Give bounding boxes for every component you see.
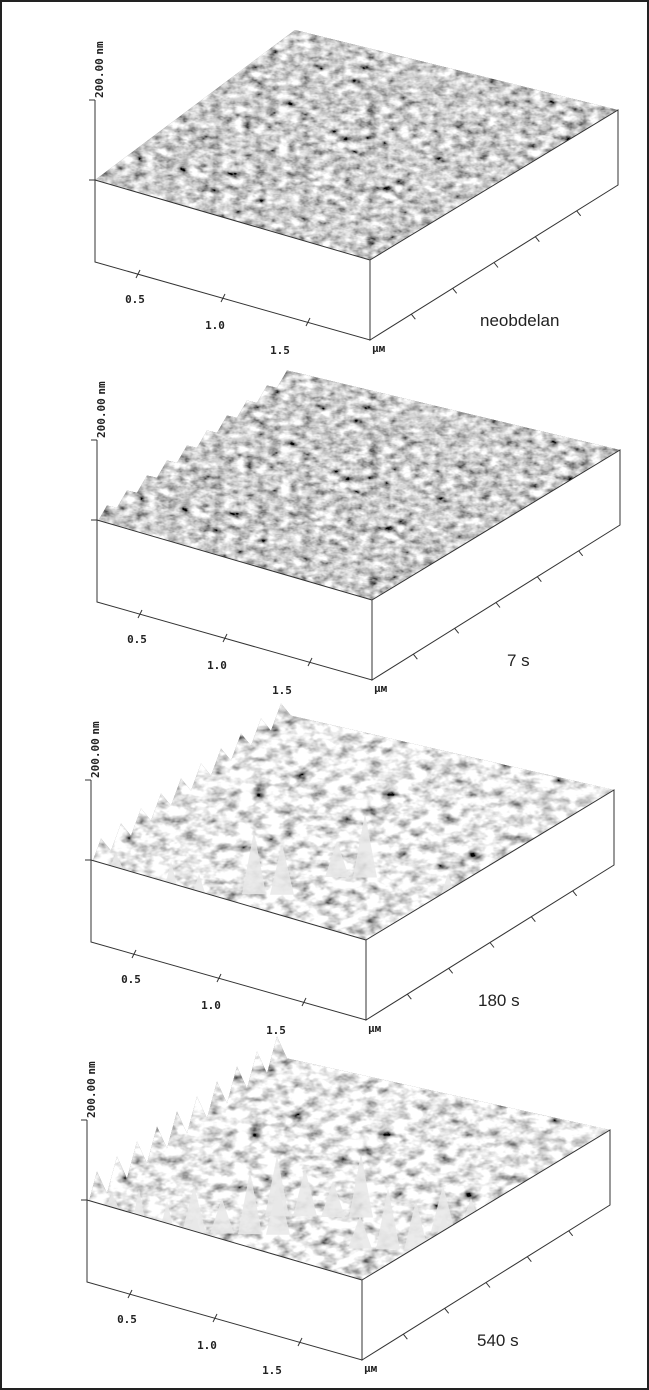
caption: 540 s <box>477 1331 519 1350</box>
y-tick <box>577 211 581 216</box>
y-tick <box>573 891 577 896</box>
y-tick <box>490 943 494 948</box>
x-tick-label: 1.0 <box>205 319 225 332</box>
y-tick <box>453 288 457 293</box>
afm-panel: nm 200.00 0.5 1.0 1.5 μм 7 s <box>91 371 620 698</box>
x-tick-label: 1.5 <box>270 344 290 357</box>
x-unit: μм <box>368 1022 382 1035</box>
x-unit: μм <box>374 682 388 695</box>
x-tick-label: 1.0 <box>207 659 227 672</box>
x-tick-label: 1.0 <box>201 999 221 1012</box>
z-unit: nm <box>85 1061 98 1075</box>
afm-panel: nm 200.00 0.5 1.0 1.5 μм 540 s <box>81 1037 610 1378</box>
y-tick <box>535 237 539 242</box>
y-tick <box>496 603 500 608</box>
x-tick-label: 0.5 <box>125 293 145 306</box>
x-tick-label: 1.5 <box>272 684 292 697</box>
y-tick <box>527 1257 531 1262</box>
x-tick-label: 0.5 <box>121 973 141 986</box>
z-tick-label: 200.00 <box>95 398 108 438</box>
z-tick-label: 200.00 <box>93 58 106 98</box>
caption: neobdelan <box>480 311 559 330</box>
caption: 180 s <box>478 991 520 1010</box>
z-tick-label: 200.00 <box>89 738 102 778</box>
y-tick <box>403 1334 407 1339</box>
figure: nm 200.00 0.5 1.0 1.5 μм neobdelan nm 200.00 0.5 1… <box>0 0 649 1390</box>
x-tick-label: 1.5 <box>266 1024 286 1037</box>
z-tick-label: 200.00 <box>85 1078 98 1118</box>
x-tick-label: 1.0 <box>197 1339 217 1352</box>
caption: 7 s <box>507 651 530 670</box>
z-unit: nm <box>93 41 106 55</box>
y-tick <box>569 1231 573 1236</box>
z-unit: nm <box>89 721 102 735</box>
y-tick <box>531 917 535 922</box>
x-unit: μм <box>372 342 386 355</box>
y-tick <box>407 994 411 999</box>
y-tick <box>537 577 541 582</box>
y-tick <box>445 1308 449 1313</box>
y-tick <box>449 968 453 973</box>
x-tick-label: 1.5 <box>262 1364 282 1377</box>
x-tick-label: 0.5 <box>127 633 147 646</box>
y-tick <box>413 654 417 659</box>
y-tick <box>486 1283 490 1288</box>
y-tick <box>579 551 583 556</box>
y-tick <box>411 314 415 319</box>
z-unit: nm <box>95 381 108 395</box>
afm-panel: nm 200.00 0.5 1.0 1.5 μм neobdelan <box>89 30 618 357</box>
y-tick <box>494 263 498 268</box>
x-tick-label: 0.5 <box>117 1313 137 1326</box>
x-unit: μм <box>364 1362 378 1375</box>
afm-panel: nm 200.00 0.5 1.0 1.5 μм 180 s <box>85 704 614 1038</box>
y-tick <box>455 628 459 633</box>
